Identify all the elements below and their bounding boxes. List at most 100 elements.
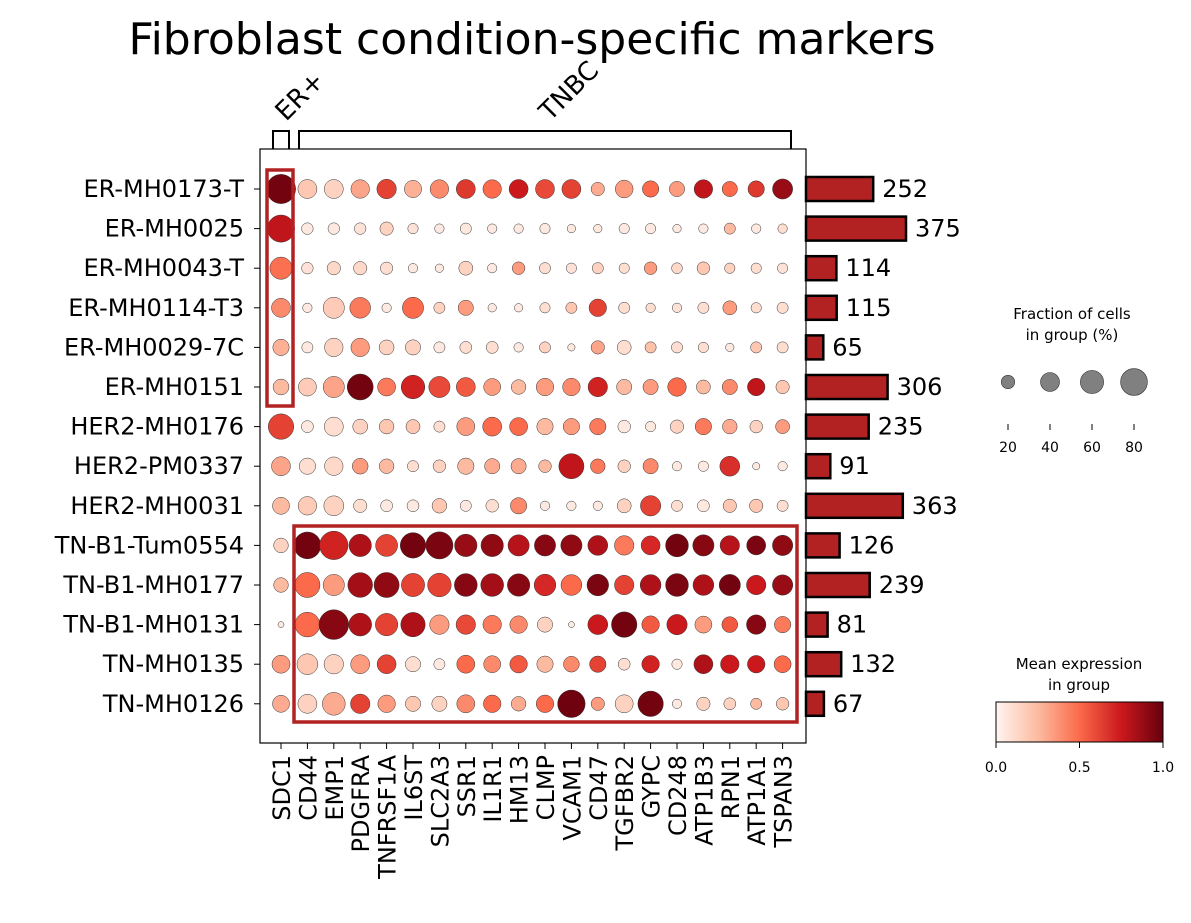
dot [534, 534, 556, 557]
dot [350, 337, 370, 357]
dot [641, 655, 660, 674]
count-label: 306 [897, 373, 943, 401]
dot [693, 179, 713, 199]
dot [666, 614, 688, 636]
dot [539, 223, 551, 235]
dot [671, 499, 683, 512]
chart-title: Fibroblast condition-specific markers [128, 14, 935, 65]
sample-label: ER-MH0151 [105, 373, 244, 401]
dot [533, 573, 557, 597]
dot [322, 296, 345, 319]
dot [566, 500, 577, 511]
colorbar [995, 701, 1164, 743]
dot [640, 535, 661, 556]
dot [400, 532, 426, 559]
color-legend-title-1: Mean expression [1016, 655, 1143, 673]
dot [350, 693, 371, 714]
size-legend-dot [1000, 374, 1016, 390]
highlight-er-box [265, 168, 295, 408]
dot [377, 694, 396, 713]
highlight-tnbc-box [292, 524, 799, 724]
sample-label: HER2-MH0176 [70, 413, 244, 441]
dot [433, 420, 446, 433]
dot [348, 612, 372, 637]
dot [485, 499, 499, 513]
dot [297, 179, 318, 199]
sample-label: TN-MH0135 [102, 650, 244, 678]
dot [322, 692, 346, 716]
dot [350, 179, 370, 199]
gene-label: ATP1A1 [743, 755, 771, 846]
count-label: 91 [839, 452, 870, 480]
count-bar [804, 690, 826, 718]
dot [456, 417, 476, 436]
group-bracket [298, 130, 792, 149]
dot [510, 379, 527, 395]
count-bar [804, 215, 908, 242]
dot [427, 572, 452, 598]
count-bar [804, 611, 829, 638]
dot [378, 339, 395, 356]
dot [721, 616, 738, 633]
dot [353, 261, 368, 276]
dot [721, 181, 738, 197]
dot [400, 612, 426, 638]
dot [348, 533, 372, 557]
dot [459, 341, 473, 354]
dot [775, 697, 790, 711]
plot-frame [259, 148, 807, 744]
dot [431, 498, 447, 514]
dot [296, 653, 319, 675]
dotplot-axes [259, 148, 807, 744]
sample-label: ER-MH0173-T [84, 175, 245, 203]
dot [672, 461, 682, 472]
dot [750, 302, 762, 314]
size-legend-title-1: Fraction of cells [1013, 305, 1131, 323]
dot [777, 223, 788, 234]
dot [590, 182, 605, 196]
dot [539, 302, 551, 314]
dot [590, 340, 605, 355]
dot [350, 654, 370, 674]
dot [642, 458, 659, 475]
dot [510, 458, 527, 475]
dot [377, 377, 396, 397]
dot [459, 222, 472, 235]
dot [354, 222, 367, 235]
dot [720, 654, 740, 674]
dot [457, 457, 475, 475]
dot [694, 615, 713, 634]
gene-label: CLMP [532, 755, 560, 820]
dot [590, 696, 605, 711]
dot [431, 695, 448, 712]
sample-label: TN-B1-MH0177 [62, 571, 244, 599]
sample-label: ER-MH0029-7C [64, 333, 244, 361]
dot [432, 459, 447, 473]
dot [641, 615, 660, 634]
dot [271, 298, 291, 318]
dot [614, 694, 634, 714]
count-bar [804, 294, 838, 322]
dot [298, 457, 316, 475]
dot [615, 179, 634, 199]
group-brackets: ER+ TNBC [270, 56, 792, 149]
dot [407, 460, 419, 473]
dot [405, 419, 421, 434]
dot [722, 300, 738, 316]
dot [777, 461, 788, 472]
dot [509, 615, 528, 634]
dot [566, 224, 576, 234]
size-legend-dot [1120, 368, 1148, 396]
gene-label: SDC1 [268, 755, 296, 821]
dot [273, 537, 289, 554]
dot [375, 534, 398, 557]
dot [645, 421, 657, 433]
dot [749, 419, 763, 434]
dot [272, 338, 290, 356]
dot [294, 611, 321, 638]
dot [539, 262, 551, 275]
size-legend-tick-label: 80 [1125, 440, 1143, 456]
dot [672, 224, 682, 234]
dot [458, 260, 474, 276]
dot [324, 337, 344, 357]
